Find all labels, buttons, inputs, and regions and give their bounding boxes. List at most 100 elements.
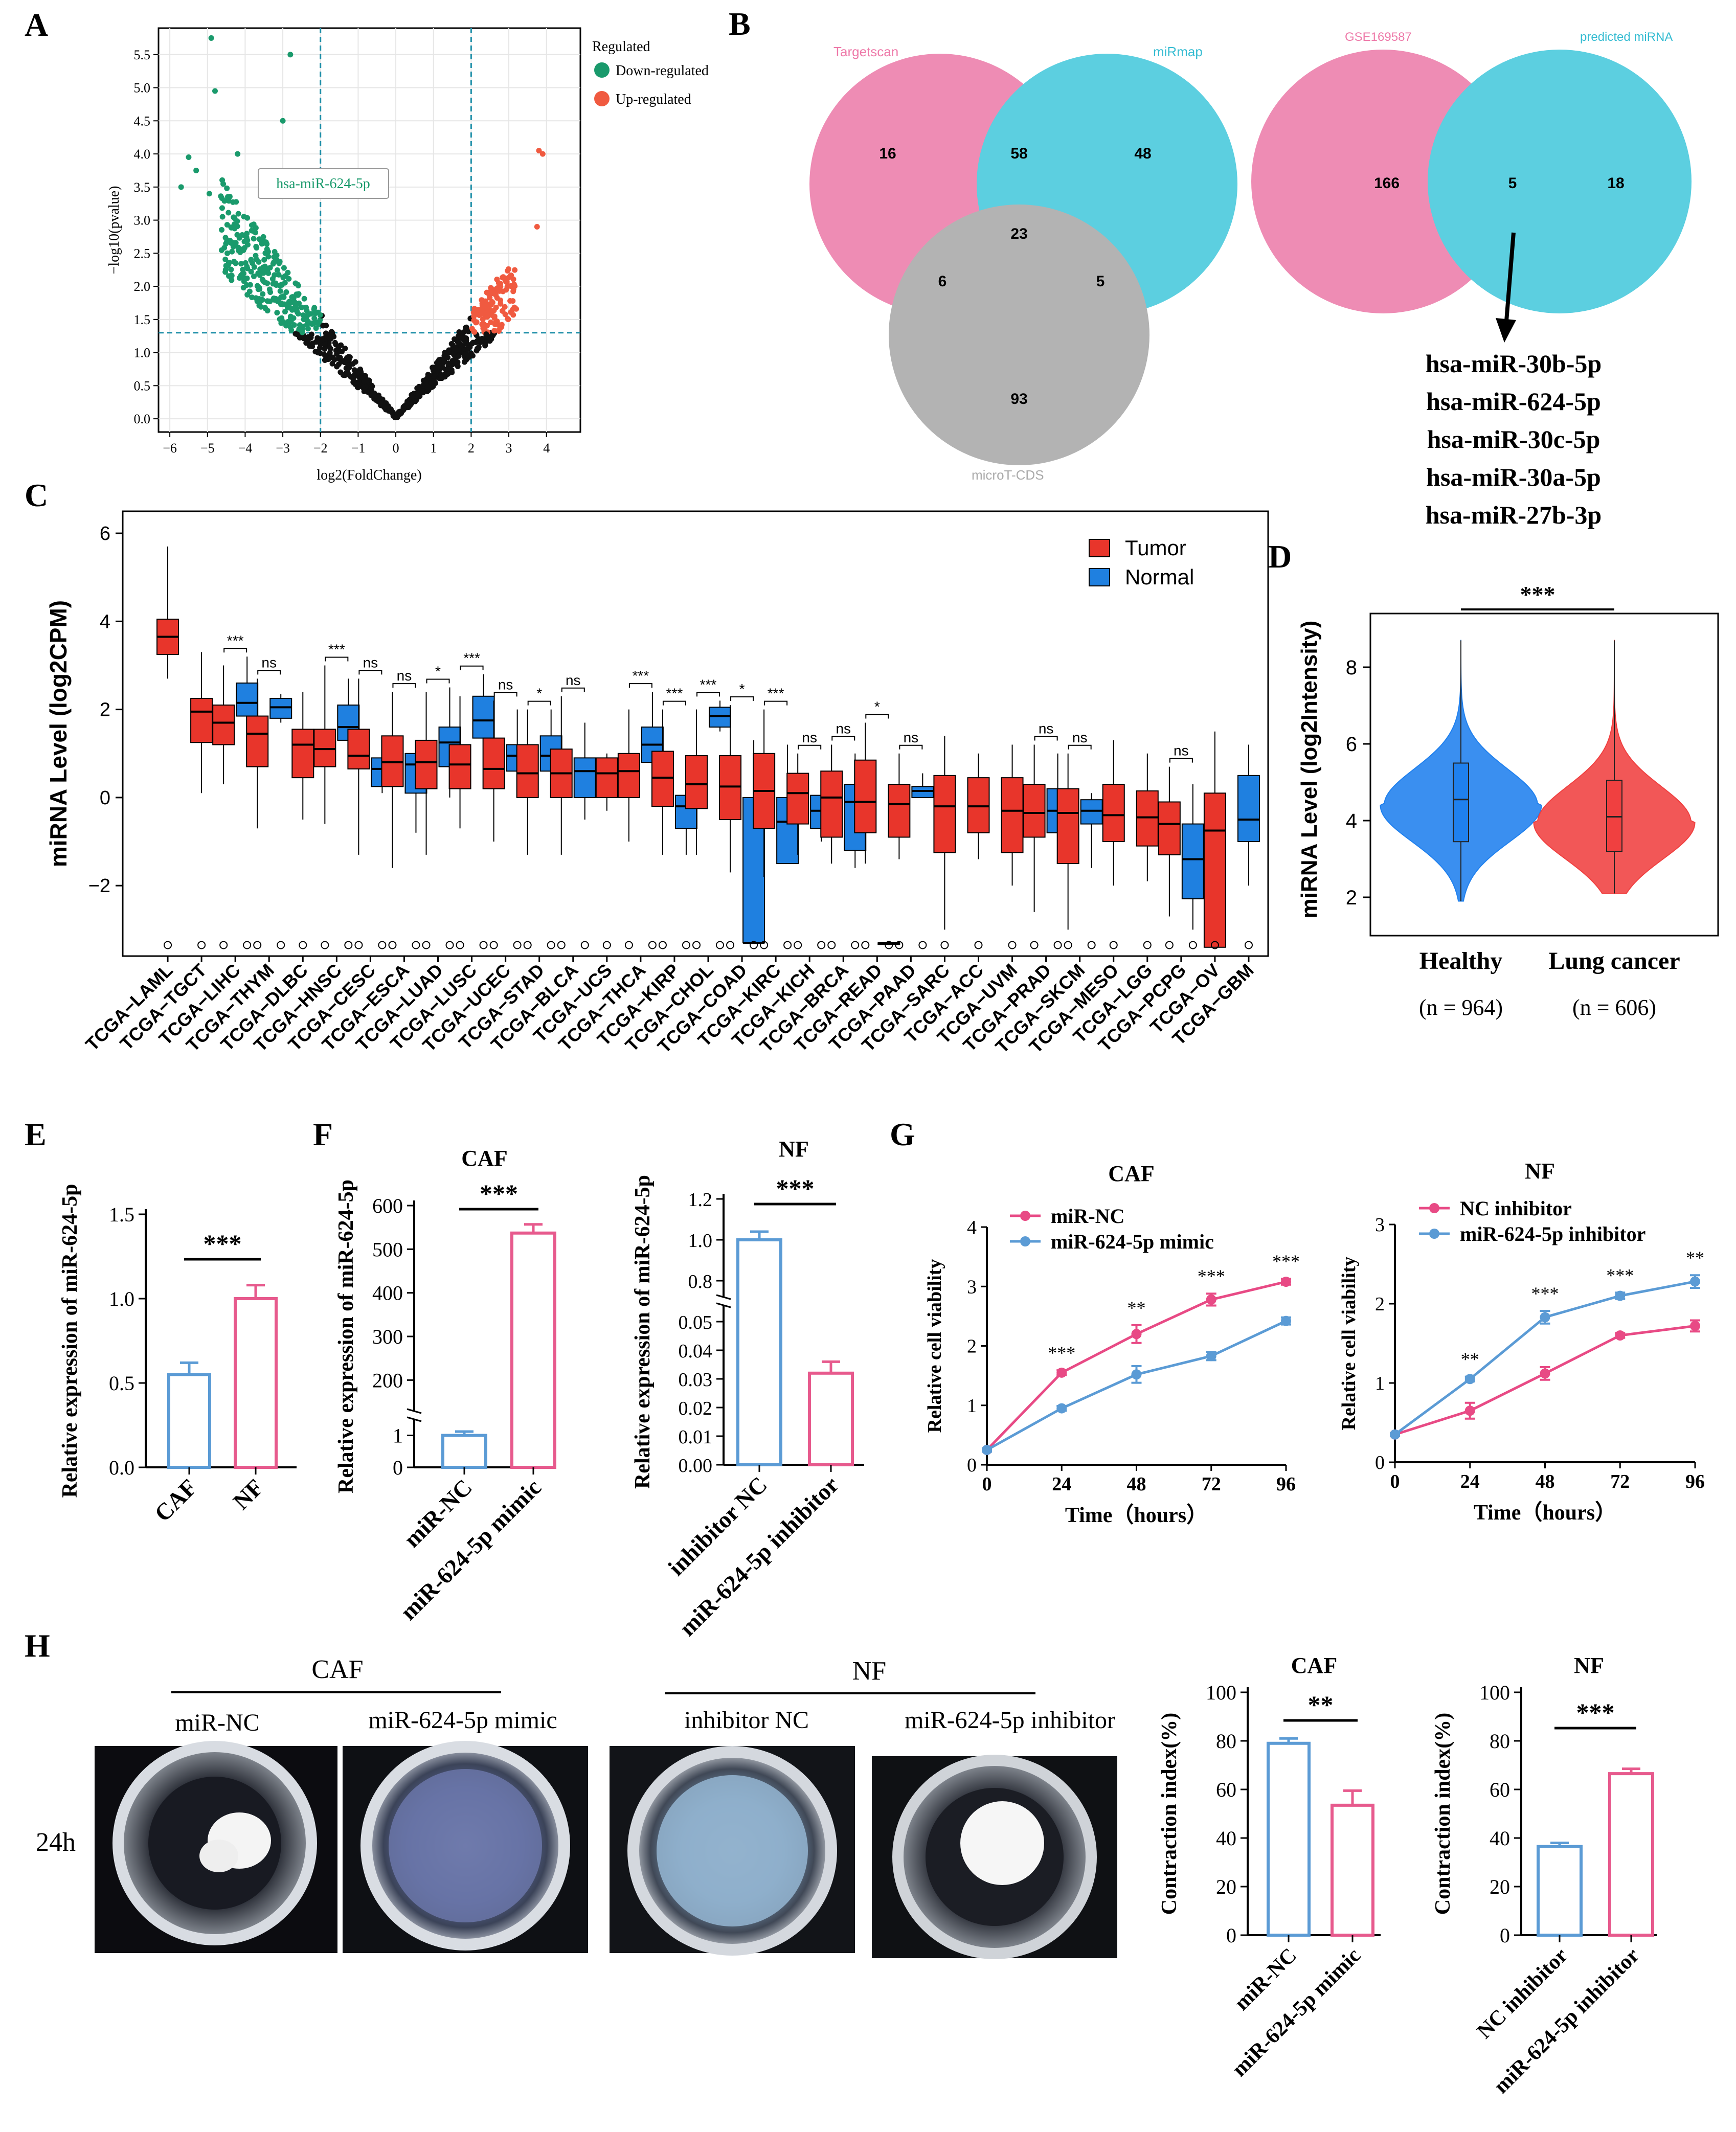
x-tick-label: 24 — [1460, 1471, 1480, 1492]
x-tick-label: −6 — [163, 441, 177, 456]
y-tick-label: 2 — [967, 1336, 977, 1357]
volcano-point — [313, 325, 319, 331]
box-body — [1102, 784, 1125, 843]
y-tick-label: 5.5 — [134, 48, 151, 62]
volcano-point — [282, 273, 288, 279]
box-body — [933, 775, 956, 853]
violin-box — [1453, 762, 1469, 843]
box-body — [190, 698, 213, 743]
volcano-point — [496, 282, 502, 288]
series-point — [1131, 1329, 1142, 1340]
sig-bracket — [696, 692, 720, 697]
axis-break-mark — [716, 1294, 731, 1300]
axis-break-gap — [717, 1297, 730, 1305]
box-body — [911, 786, 934, 798]
volcano-point — [219, 205, 225, 211]
y-tick-label: 4 — [967, 1217, 977, 1238]
y-axis-label: Contraction index(%) — [1431, 1713, 1455, 1915]
legend-marker — [1429, 1203, 1439, 1213]
volcano-point — [271, 254, 277, 260]
outlier-point — [658, 941, 667, 949]
bar — [441, 1434, 487, 1469]
volcano-point — [404, 400, 410, 406]
violin-n-label: (n = 964) — [1419, 995, 1503, 1020]
volcano-point — [345, 371, 351, 377]
volcano-point — [351, 367, 357, 373]
volcano-point — [261, 257, 267, 263]
y-tick-label: 1.5 — [134, 312, 151, 327]
violin-group-label: Healthy — [1419, 947, 1503, 974]
box-body — [291, 729, 314, 779]
y-tick-label: 500 — [372, 1238, 403, 1261]
x-tick-label: 1 — [430, 441, 437, 456]
series-point — [1615, 1290, 1626, 1301]
legend-tumor-label: Tumor — [1125, 536, 1186, 560]
outlier-point — [817, 941, 826, 949]
volcano-point — [292, 331, 299, 337]
outlier-point — [277, 941, 285, 949]
outlier-point — [197, 941, 206, 949]
venn-count-ab: 58 — [1010, 145, 1027, 162]
volcano-point — [234, 223, 240, 230]
panel-label-b: B — [729, 6, 751, 42]
volcano-point — [257, 286, 263, 292]
volcano-point — [371, 392, 377, 398]
volcano-point — [280, 118, 286, 124]
series-point — [1056, 1367, 1067, 1378]
annotation-label: hsa-miR-624-5p — [276, 176, 370, 192]
volcano-point — [244, 275, 250, 281]
sig-label: ns — [1072, 730, 1088, 745]
volcano-point — [226, 198, 232, 204]
outlier-point — [378, 941, 387, 949]
sig-bracket — [493, 692, 517, 697]
tcga-boxplot: −20246TCGA−LAMLTCGA−TGCTTCGA−LIHC***TCGA… — [45, 510, 1269, 1057]
volcano-point — [396, 410, 402, 416]
sig-label: ns — [1039, 721, 1054, 737]
box-body — [347, 729, 370, 769]
x-tick-label: −3 — [276, 441, 290, 456]
legend-marker — [1020, 1236, 1030, 1246]
box-body — [617, 753, 640, 798]
box-body — [381, 735, 404, 787]
sig-bracket — [1034, 736, 1058, 741]
panel-label-f: F — [313, 1116, 333, 1152]
volcano-point — [435, 359, 441, 365]
photo-mir-624-mimic — [343, 1741, 588, 1953]
legend-label: NC inhibitor — [1460, 1197, 1572, 1220]
volcano-point — [233, 199, 239, 205]
y-tick-label: 2 — [100, 699, 110, 721]
volcano-point — [480, 301, 486, 307]
volcano-point — [241, 214, 247, 220]
x-tick-label: 2 — [468, 441, 475, 456]
sig-label: *** — [328, 641, 345, 657]
y-axis-label: Relative expression of miR-624-5p — [631, 1175, 655, 1489]
mirna-list-item: hsa-miR-30c-5p — [1427, 425, 1600, 453]
volcano-x-label: log2(FoldChange) — [317, 467, 421, 483]
volcano-point — [219, 227, 225, 233]
outlier-point — [547, 941, 555, 949]
box-body — [1237, 775, 1260, 843]
volcano-point — [299, 329, 305, 335]
volcano-point — [277, 288, 283, 294]
sig-label: *** — [776, 1174, 815, 1203]
volcano-point — [272, 272, 278, 278]
sig-label: *** — [463, 650, 480, 666]
outlier-point — [1030, 941, 1039, 949]
volcano-point — [233, 260, 239, 266]
y-tick-label: 40 — [1216, 1827, 1236, 1850]
sig-label: ns — [1174, 743, 1189, 759]
sig-bracket — [798, 744, 822, 750]
legend-marker — [1429, 1229, 1439, 1239]
sig-label: *** — [1531, 1283, 1559, 1304]
outlier-point — [445, 941, 454, 949]
volcano-point — [475, 307, 481, 313]
outlier-point — [1188, 941, 1197, 949]
sig-label: ns — [363, 654, 378, 670]
photo-nf-header: NF — [852, 1657, 886, 1686]
volcano-point — [253, 243, 259, 250]
mirna-list-item: hsa-miR-30a-5p — [1426, 463, 1601, 491]
outlier-point — [422, 941, 431, 949]
volcano-point — [295, 282, 301, 288]
volcano-point — [246, 288, 253, 294]
series-point — [1540, 1312, 1550, 1323]
